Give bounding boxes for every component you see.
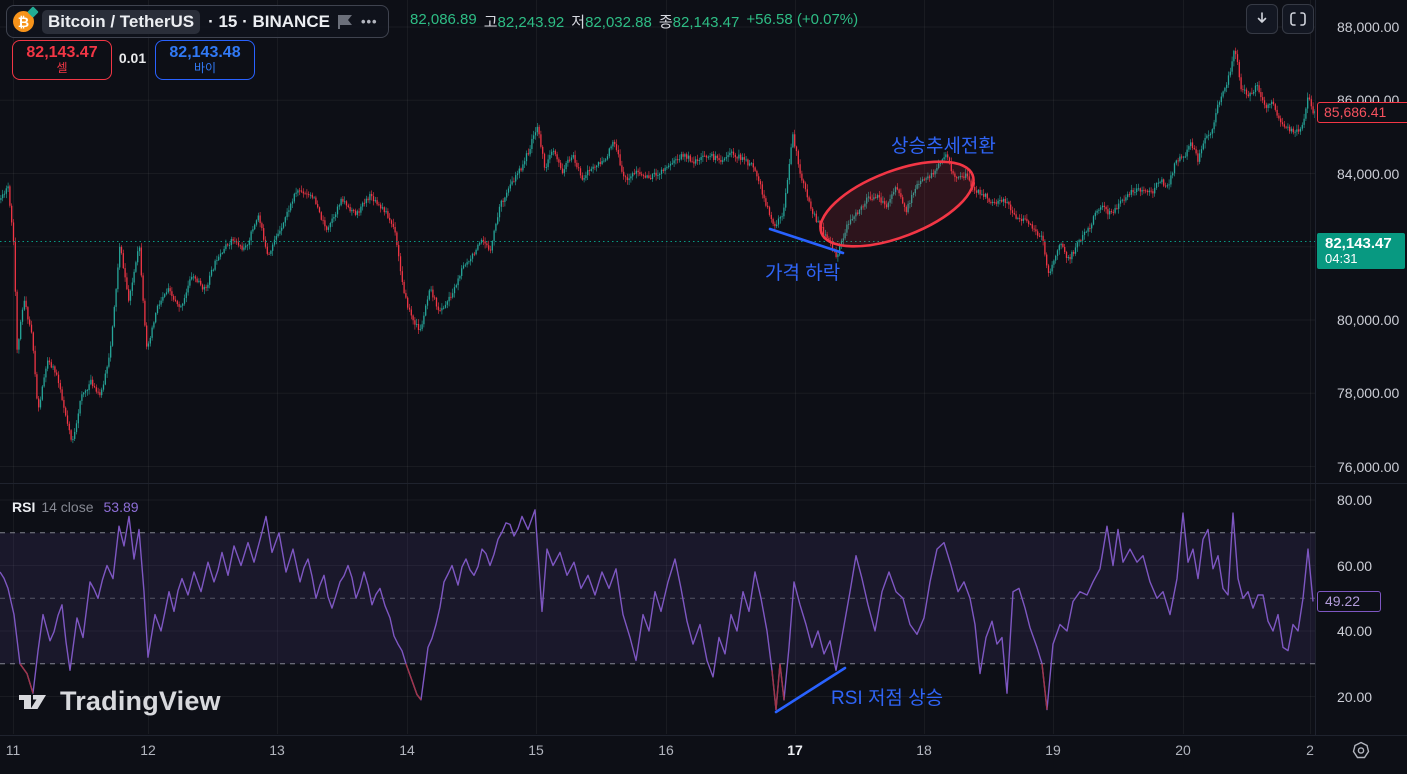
bar-countdown: 04:31 [1325, 251, 1358, 266]
low-label: 저 [571, 14, 586, 31]
symbol-interval-exchange: · 15 · BINANCE [208, 11, 330, 31]
rsi-name: RSI [12, 499, 36, 515]
price-axis-tick: 80,000.00 [1337, 312, 1400, 328]
tradingview-logo-icon [19, 694, 46, 709]
drawing-rsi-trend-line[interactable] [774, 666, 847, 714]
chart-action-buttons [1246, 4, 1314, 34]
axis-settings-icon [1352, 741, 1370, 759]
time-axis-tick: 19 [1045, 742, 1061, 758]
bitcoin-logo-icon: ₿ [13, 6, 39, 32]
annotation-rsi-low-rising[interactable]: RSI 저점 상승 [831, 688, 944, 709]
flag-icon[interactable] [337, 14, 353, 29]
rsi-axis-tick: 80.00 [1337, 492, 1373, 508]
rsi-oversold-segment [771, 663, 785, 710]
chart-pane-canvas[interactable] [0, 0, 1315, 735]
rsi-oversold-segment [1041, 663, 1048, 710]
high-label: 고 [483, 14, 498, 31]
rsi-params: 14 close [41, 499, 94, 515]
price-axis-tick: 76,000.00 [1337, 458, 1400, 475]
rsi-oversold-segment [19, 663, 34, 694]
buy-button[interactable]: 82,143.48 바이 [155, 40, 255, 80]
drawing-ellipse[interactable] [810, 144, 985, 264]
rsi-axis-tick: 40.00 [1337, 623, 1373, 639]
buy-label: 바이 [193, 61, 217, 76]
time-axis-tick: 13 [269, 742, 285, 758]
close-value: 82,143.47 [672, 14, 740, 31]
spread-value: 0.01 [118, 50, 147, 66]
rsi-value-label: 49.22 [1317, 591, 1381, 612]
last-price-label: 82,143.47 04:31 [1317, 233, 1405, 269]
price-axis-tick: 88,000.00 [1337, 19, 1400, 35]
sell-button[interactable]: 82,143.47 셀 [12, 40, 112, 80]
sell-price: 82,143.47 [26, 43, 98, 61]
fullscreen-button[interactable] [1282, 4, 1314, 34]
candlestick-series [0, 47, 1315, 444]
time-axis-tick: 16 [658, 742, 674, 758]
open-value: 82,086.89 [410, 11, 477, 28]
last-price-value: 82,143.47 [1325, 235, 1392, 252]
time-axis[interactable]: 11 12 13 14 15 16 17 18 19 20 2 [0, 736, 1407, 774]
symbol-name: Bitcoin / TetherUS [42, 9, 201, 34]
sell-label: 셀 [56, 61, 68, 76]
rsi-indicator-title[interactable]: RSI 14 close 53.89 [12, 499, 139, 515]
time-axis-tick: 17 [787, 742, 803, 758]
drawing-price-trend-line[interactable] [768, 227, 845, 255]
high-value: 82,243.92 [497, 14, 565, 31]
rsi-oversold-segment [405, 663, 422, 701]
time-axis-tick: 2 [1306, 742, 1314, 758]
annotation-uptrend-reversal[interactable]: 상승추세전환 [891, 136, 996, 157]
price-level-label: 85,686.41 [1317, 102, 1407, 123]
rsi-axis-tick: 60.00 [1337, 557, 1373, 574]
buy-price: 82,143.48 [169, 43, 241, 61]
price-axis-tick: 78,000.00 [1337, 385, 1400, 402]
ohlc-readout: 82,086.89 고82,243.92 저82,032.88 종82,143.… [410, 11, 858, 32]
time-axis-tick: 15 [528, 742, 544, 758]
rsi-line [0, 509, 1314, 711]
close-label: 종 [658, 14, 673, 31]
more-options-button[interactable]: ••• [360, 14, 378, 29]
time-axis-tick: 20 [1175, 742, 1191, 758]
time-axis-settings-button[interactable] [1348, 738, 1374, 764]
download-arrow-icon [1257, 12, 1267, 23]
rsi-axis-tick: 20.00 [1337, 688, 1373, 705]
rsi-current-value: 53.89 [103, 499, 139, 515]
download-button[interactable] [1246, 4, 1278, 34]
annotation-price-drop[interactable]: 가격 하락 [765, 263, 841, 284]
time-axis-tick: 12 [140, 742, 156, 758]
price-axis-tick: 84,000.00 [1337, 165, 1400, 182]
time-axis-separator [0, 735, 1407, 736]
time-axis-tick: 11 [5, 742, 21, 758]
low-value: 82,032.88 [585, 14, 652, 31]
tradingview-watermark: TradingView [18, 686, 221, 717]
change-value: +56.58 (+0.07%) [746, 11, 859, 28]
symbol-title-button[interactable]: ₿ Bitcoin / TetherUS · 15 · BINANCE ••• [6, 5, 389, 38]
time-axis-tick: 14 [399, 742, 415, 758]
watermark-text: TradingView [60, 686, 221, 716]
fullscreen-icon [1290, 12, 1306, 26]
time-axis-tick: 18 [916, 742, 932, 758]
pane-separator[interactable] [0, 483, 1407, 484]
price-axis[interactable]: 82,143.47 04:31 85,686.41 49.22 88,000.0… [1315, 0, 1407, 735]
